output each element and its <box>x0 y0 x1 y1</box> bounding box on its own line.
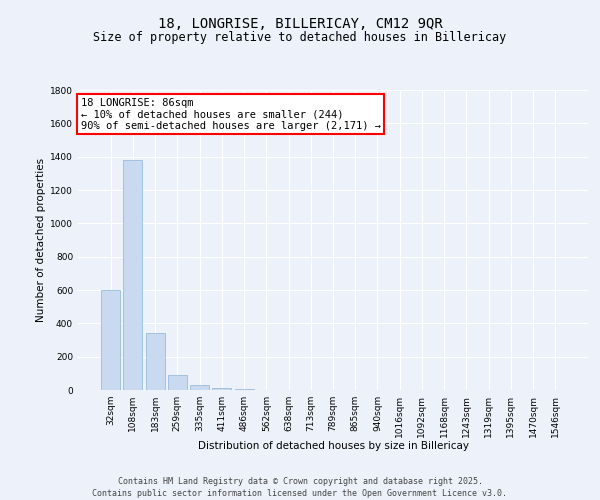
Bar <box>235 389 254 390</box>
Y-axis label: Number of detached properties: Number of detached properties <box>36 158 46 322</box>
Bar <box>168 375 187 390</box>
Text: Contains HM Land Registry data © Crown copyright and database right 2025.
Contai: Contains HM Land Registry data © Crown c… <box>92 476 508 498</box>
Bar <box>212 388 231 390</box>
Bar <box>146 334 164 390</box>
Bar <box>190 386 209 390</box>
Bar <box>124 160 142 390</box>
Text: Size of property relative to detached houses in Billericay: Size of property relative to detached ho… <box>94 31 506 44</box>
X-axis label: Distribution of detached houses by size in Billericay: Distribution of detached houses by size … <box>197 441 469 451</box>
Text: 18, LONGRISE, BILLERICAY, CM12 9QR: 18, LONGRISE, BILLERICAY, CM12 9QR <box>158 18 442 32</box>
Bar <box>101 290 120 390</box>
Text: 18 LONGRISE: 86sqm
← 10% of detached houses are smaller (244)
90% of semi-detach: 18 LONGRISE: 86sqm ← 10% of detached hou… <box>80 98 380 130</box>
